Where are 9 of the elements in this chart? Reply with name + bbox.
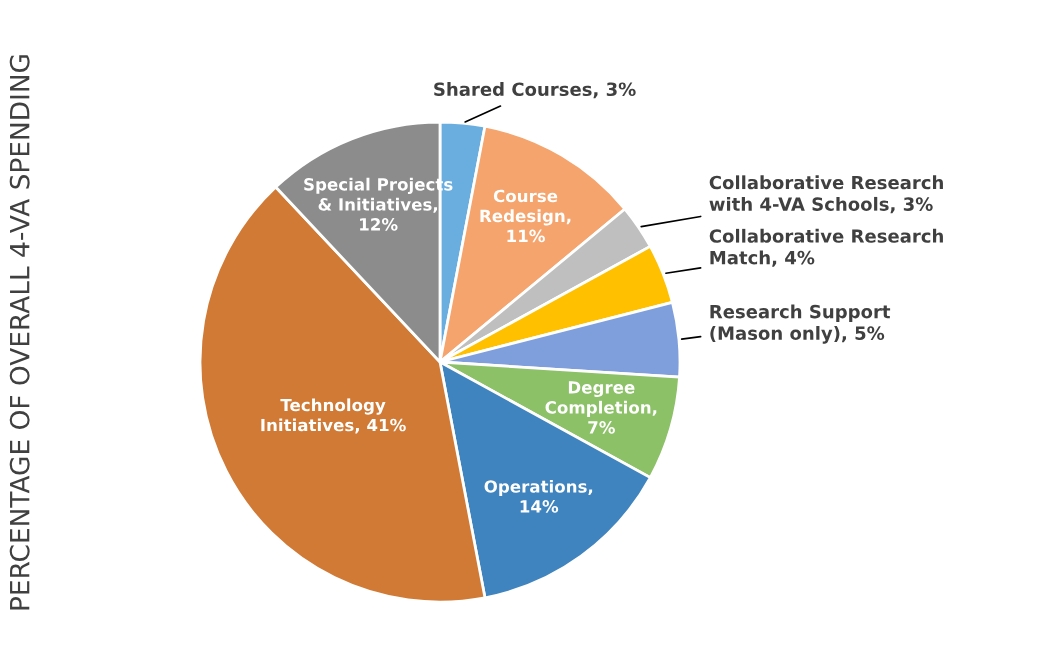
text: PERCENTAGE OF OVERALL 4-VA SPENDING	[9, 55, 30, 610]
slice-label: Collaborative Research Match, 4%	[709, 228, 943, 267]
slice-label: Course Redesign, 11%	[480, 189, 571, 243]
slice-label: Collaborative Research with 4-VA Schools, 3%	[709, 175, 943, 214]
slice-label: Research Support (Mason only), 5%	[710, 304, 891, 344]
slice-label: Shared Courses, 3%	[434, 82, 636, 99]
slice-label: Technology Initiatives, 41%	[261, 398, 406, 434]
slice-label: Degree Completion, 7%	[545, 381, 657, 434]
slice-label: Operations, 14%	[484, 479, 593, 513]
